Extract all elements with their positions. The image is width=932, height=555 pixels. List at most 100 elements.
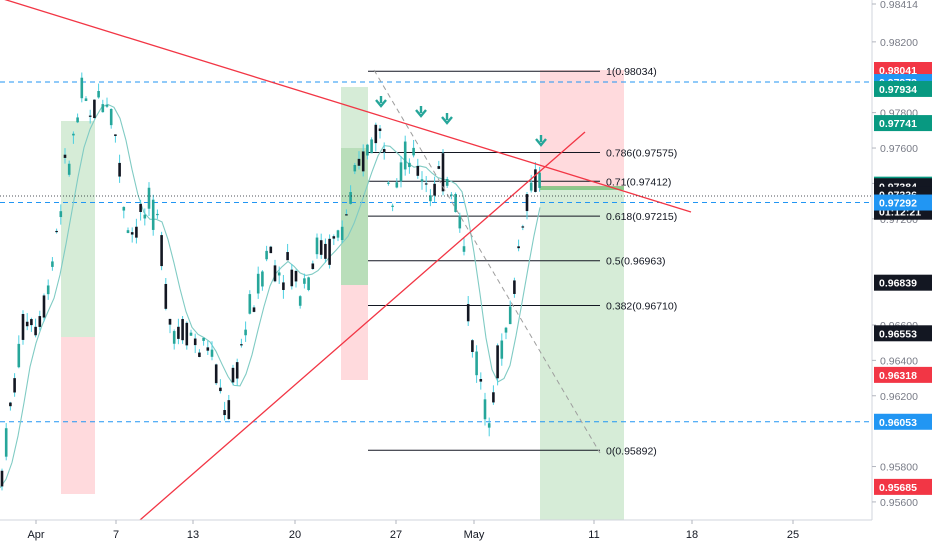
price-tick-label: 0.96400 bbox=[880, 355, 918, 367]
candle-body bbox=[0, 470, 4, 487]
candle-body bbox=[462, 246, 466, 252]
candle-body bbox=[445, 179, 449, 186]
candle-body bbox=[450, 194, 453, 196]
candle-body bbox=[319, 240, 323, 255]
candle-body bbox=[223, 410, 226, 416]
candle-body bbox=[109, 108, 113, 126]
candle-body bbox=[72, 133, 75, 136]
candle-body bbox=[193, 338, 197, 346]
price-tag-label: 0.98041 bbox=[879, 65, 917, 77]
price-tag-label: 0.97934 bbox=[879, 84, 917, 96]
candle-body bbox=[324, 243, 327, 259]
candle-body bbox=[160, 235, 163, 267]
candle-body bbox=[17, 343, 21, 368]
candle-body bbox=[441, 153, 445, 192]
candle-body bbox=[294, 270, 298, 282]
fibonacci-retracement[interactable]: 1(0.98034) 0.786(0.97575) 0.71(0.97412) 0.6… bbox=[368, 66, 677, 457]
price-tick-label: 0.97600 bbox=[880, 143, 918, 155]
candle-body bbox=[370, 139, 373, 154]
candle-body bbox=[357, 158, 361, 166]
time-tick-label: Apr bbox=[27, 529, 44, 541]
candle-body bbox=[135, 226, 138, 238]
candle-body bbox=[235, 362, 239, 379]
price-tick-label: 0.96200 bbox=[880, 391, 918, 403]
candle-body bbox=[172, 331, 176, 344]
time-tick-label: 25 bbox=[787, 529, 799, 541]
candle-body bbox=[97, 91, 100, 98]
candle-body bbox=[298, 296, 302, 306]
candle-body bbox=[126, 230, 130, 233]
candle-body bbox=[534, 169, 537, 192]
candle-body bbox=[496, 345, 499, 379]
candle-body bbox=[25, 321, 29, 327]
candle-body bbox=[34, 326, 37, 336]
candle-body bbox=[277, 272, 281, 276]
position-zones bbox=[61, 70, 624, 520]
candle-body bbox=[156, 213, 159, 216]
candle-body bbox=[168, 318, 172, 325]
candle-body bbox=[412, 147, 415, 156]
candle-body bbox=[63, 154, 67, 158]
candle-body bbox=[479, 379, 483, 382]
candle-body bbox=[231, 367, 235, 383]
candle-body bbox=[130, 232, 134, 235]
candle-body bbox=[538, 172, 541, 188]
candle-body bbox=[315, 237, 319, 255]
candle-body bbox=[248, 294, 252, 314]
candlesticks bbox=[0, 72, 541, 491]
ascending-trendline[interactable] bbox=[139, 131, 586, 521]
candle-body bbox=[433, 183, 436, 196]
candle-body bbox=[420, 179, 424, 182]
candle-body bbox=[525, 194, 529, 212]
candle-body bbox=[189, 332, 193, 336]
candle-body bbox=[269, 246, 273, 254]
price-tags: 0.980410.979730.979340.977410.973930.973… bbox=[874, 62, 932, 495]
candle-body bbox=[399, 162, 403, 182]
moving-average bbox=[0, 103, 541, 489]
projected-dashed-path[interactable] bbox=[373, 69, 601, 454]
candle-body bbox=[42, 295, 46, 318]
trendlines[interactable] bbox=[0, 0, 692, 521]
candle-body bbox=[206, 347, 210, 351]
candle-body bbox=[454, 194, 457, 212]
candle-body bbox=[261, 271, 264, 287]
down-arrow-icon bbox=[415, 106, 427, 118]
candle-body bbox=[382, 149, 386, 152]
candle-body bbox=[361, 151, 365, 172]
candle-body bbox=[181, 319, 184, 341]
candle-body bbox=[210, 349, 214, 357]
time-tick-label: 7 bbox=[113, 529, 119, 541]
fib-level-label: 0.382(0.96710) bbox=[606, 301, 677, 313]
fib-level-label: 0.618(0.97215) bbox=[606, 211, 677, 223]
candle-body bbox=[185, 322, 189, 346]
candle-body bbox=[303, 278, 306, 284]
price-tag-box bbox=[874, 80, 932, 97]
candle-body bbox=[492, 392, 495, 403]
candle-body bbox=[483, 399, 487, 420]
fib-level-label: 0.786(0.97575) bbox=[606, 147, 677, 159]
price-tag-label: 0.96553 bbox=[879, 328, 917, 340]
price-tag-label: 0.96839 bbox=[879, 278, 917, 290]
candle-body bbox=[458, 215, 462, 229]
candle-body bbox=[513, 280, 516, 294]
candle-body bbox=[80, 77, 84, 99]
candle-body bbox=[219, 387, 222, 392]
time-tick-label: 20 bbox=[289, 529, 301, 541]
time-axis[interactable]: Apr 7 13 20 27 May 11 18 25 bbox=[27, 520, 799, 541]
candle-body bbox=[13, 378, 16, 393]
candle-body bbox=[151, 199, 155, 230]
candle-body bbox=[387, 182, 390, 184]
descending-trendline[interactable] bbox=[0, 0, 692, 213]
candle-body bbox=[227, 400, 231, 419]
candle-body bbox=[378, 128, 382, 132]
candle-body bbox=[164, 283, 168, 309]
fib-level-label: 0.5(0.96963) bbox=[606, 256, 666, 268]
candle-body bbox=[202, 337, 205, 341]
signal-arrows bbox=[375, 96, 547, 147]
long-target-zone-apr bbox=[61, 121, 95, 337]
fib-level-label: 0(0.95892) bbox=[606, 445, 657, 457]
short-stop-zone-may bbox=[540, 70, 624, 188]
